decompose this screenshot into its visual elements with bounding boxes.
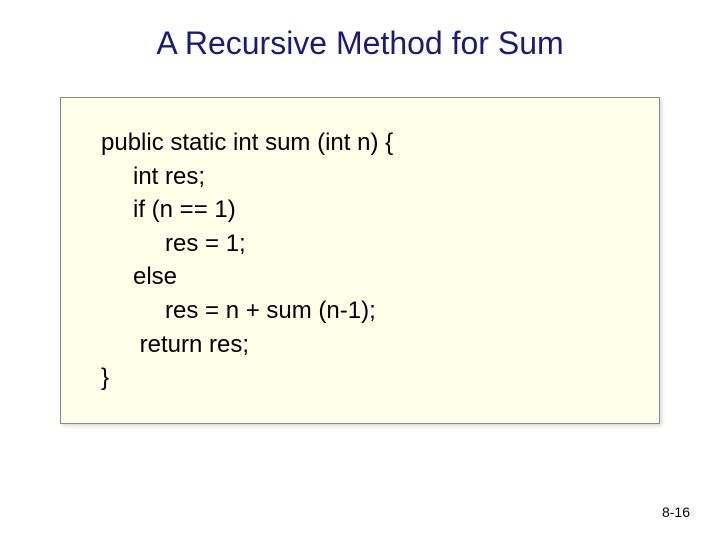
slide-title: A Recursive Method for Sum — [0, 0, 720, 82]
code-line: } — [101, 361, 631, 395]
code-line: int res; — [101, 160, 631, 194]
code-line: public static int sum (int n) { — [101, 126, 631, 160]
code-line: res = 1; — [101, 227, 631, 261]
code-line: res = n + sum (n-1); — [101, 294, 631, 328]
code-line: if (n == 1) — [101, 193, 631, 227]
page-number: 8-16 — [662, 504, 690, 520]
code-box: public static int sum (int n) { int res;… — [60, 97, 660, 424]
code-line: return res; — [101, 328, 631, 362]
code-line: else — [101, 260, 631, 294]
